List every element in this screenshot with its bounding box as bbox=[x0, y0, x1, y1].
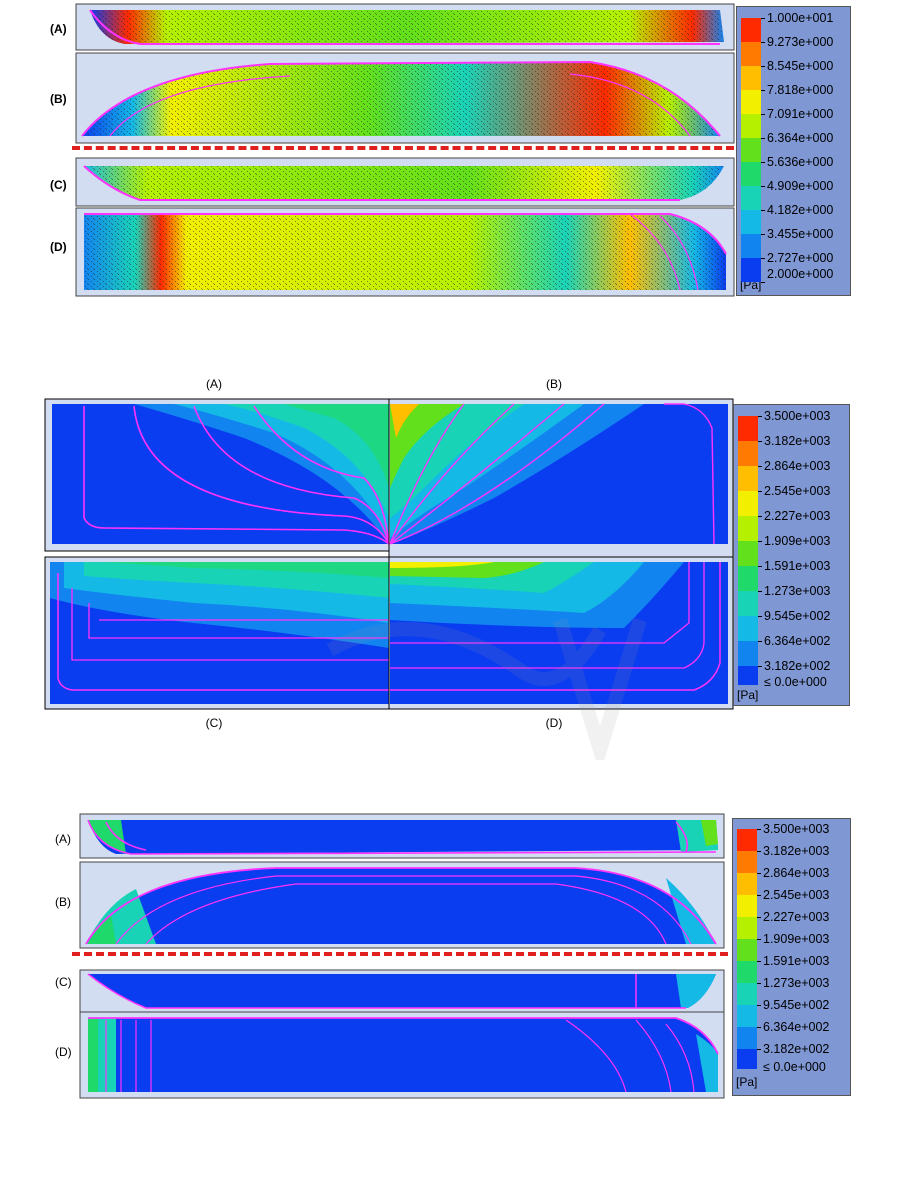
colorbar-swatch bbox=[738, 591, 758, 616]
fig3-label-c: (C) bbox=[55, 975, 72, 989]
fig1-colorbar-tick: 4.909e+000 bbox=[767, 179, 834, 193]
fig2-colorbar-tick: ≤ 0.0e+000 bbox=[764, 675, 827, 689]
fig1-label-c: (C) bbox=[50, 178, 67, 192]
fig2-colorbar-tick: 1.909e+003 bbox=[764, 534, 831, 548]
fig1-colorbar: 1.000e+001 9.273e+000 8.545e+000 7.818e+… bbox=[736, 6, 851, 296]
fig3-label-d: (D) bbox=[55, 1045, 72, 1059]
fig1-label-d: (D) bbox=[50, 240, 67, 254]
fig2-colorbar-tick: 2.545e+003 bbox=[764, 484, 831, 498]
fig3-contour-panels bbox=[79, 813, 725, 1099]
fig2-colorbar-tick: 1.273e+003 bbox=[764, 584, 831, 598]
fig3-colorbar-tick: 1.273e+003 bbox=[763, 976, 830, 990]
fig3-label-a: (A) bbox=[55, 832, 71, 846]
fig2-colorbar-tick: 3.182e+003 bbox=[764, 434, 831, 448]
fig1-colorbar-tick: 3.455e+000 bbox=[767, 227, 834, 241]
colorbar-swatch bbox=[737, 851, 757, 873]
fig3-colorbar-tick: 6.364e+002 bbox=[763, 1020, 830, 1034]
fig1-contour-panels bbox=[75, 3, 735, 297]
fig1-label-a: (A) bbox=[50, 22, 67, 36]
fig2-colorbar-tick: 9.545e+002 bbox=[764, 609, 831, 623]
fig2-colorbar-tick: 6.364e+002 bbox=[764, 634, 831, 648]
colorbar-swatch bbox=[741, 42, 761, 66]
colorbar-swatch bbox=[737, 939, 757, 961]
fig2-caption-a: (A) bbox=[206, 377, 222, 391]
colorbar-swatch bbox=[738, 566, 758, 591]
colorbar-swatch bbox=[738, 641, 758, 666]
colorbar-swatch bbox=[737, 873, 757, 895]
colorbar-swatch bbox=[737, 895, 757, 917]
fig1-colorbar-tick: 1.000e+001 bbox=[767, 11, 834, 25]
colorbar-swatch bbox=[741, 234, 761, 258]
colorbar-swatch bbox=[737, 917, 757, 939]
colorbar-swatch bbox=[737, 1005, 757, 1027]
fig1-colorbar-tick: 4.182e+000 bbox=[767, 203, 834, 217]
fig3-colorbar-tick: 2.227e+003 bbox=[763, 910, 830, 924]
fig2-colorbar-tick: 3.500e+003 bbox=[764, 409, 831, 423]
fig3-colorbar-tick: 1.909e+003 bbox=[763, 932, 830, 946]
fig3-label-b: (B) bbox=[55, 895, 71, 909]
fig1-colorbar-tick: 7.818e+000 bbox=[767, 83, 834, 97]
fig2-colorbar-tick: 3.182e+002 bbox=[764, 659, 831, 673]
fig1-divider bbox=[72, 146, 734, 150]
fig1-colorbar-tick: 6.364e+000 bbox=[767, 131, 834, 145]
fig3-colorbar-tick: 3.182e+003 bbox=[763, 844, 830, 858]
colorbar-swatch bbox=[737, 983, 757, 1005]
colorbar-swatch bbox=[738, 516, 758, 541]
fig3-colorbar-unit: [Pa] bbox=[736, 1075, 758, 1089]
fig1-colorbar-tick: 2.000e+000 bbox=[767, 267, 834, 281]
fig3-colorbar: 3.500e+003 3.182e+003 2.864e+003 2.545e+… bbox=[732, 818, 851, 1096]
colorbar-swatch bbox=[738, 491, 758, 516]
fig1-colorbar-tick: 2.727e+000 bbox=[767, 251, 834, 265]
colorbar-swatch bbox=[741, 114, 761, 138]
fig1-label-b: (B) bbox=[50, 92, 67, 106]
fig2-colorbar: 3.500e+003 3.182e+003 2.864e+003 2.545e+… bbox=[733, 404, 850, 706]
fig2-caption-d: (D) bbox=[545, 716, 563, 730]
colorbar-swatch bbox=[737, 1049, 757, 1069]
colorbar-swatch bbox=[741, 162, 761, 186]
fig2-caption-c: (C) bbox=[205, 716, 223, 730]
fig1-colorbar-tick: 5.636e+000 bbox=[767, 155, 834, 169]
fig2-caption-b: (B) bbox=[546, 377, 562, 391]
colorbar-swatch bbox=[738, 441, 758, 466]
fig2-colorbar-tick: 1.591e+003 bbox=[764, 559, 831, 573]
colorbar-swatch bbox=[741, 18, 761, 42]
colorbar-swatch bbox=[741, 258, 761, 282]
colorbar-swatch bbox=[738, 541, 758, 566]
fig3-colorbar-tick: 1.591e+003 bbox=[763, 954, 830, 968]
colorbar-swatch bbox=[737, 829, 757, 851]
fig3-colorbar-tick: 3.182e+002 bbox=[763, 1042, 830, 1056]
fig3-divider bbox=[72, 952, 728, 956]
fig3-colorbar-tick: 9.545e+002 bbox=[763, 998, 830, 1012]
fig1-colorbar-tick: 8.545e+000 bbox=[767, 59, 834, 73]
fig3-colorbar-tick: 2.864e+003 bbox=[763, 866, 830, 880]
colorbar-swatch bbox=[738, 416, 758, 441]
fig1-colorbar-tick: 7.091e+000 bbox=[767, 107, 834, 121]
colorbar-swatch bbox=[741, 66, 761, 90]
colorbar-swatch bbox=[738, 616, 758, 641]
fig2-colorbar-tick: 2.227e+003 bbox=[764, 509, 831, 523]
fig3-colorbar-tick: 3.500e+003 bbox=[763, 822, 830, 836]
fig2-contour-panels bbox=[44, 398, 734, 710]
colorbar-swatch bbox=[738, 466, 758, 491]
colorbar-swatch bbox=[741, 186, 761, 210]
colorbar-swatch bbox=[737, 961, 757, 983]
colorbar-swatch bbox=[738, 666, 758, 685]
colorbar-swatch bbox=[741, 138, 761, 162]
fig2-colorbar-tick: 2.864e+003 bbox=[764, 459, 831, 473]
colorbar-swatch bbox=[741, 210, 761, 234]
colorbar-swatch bbox=[741, 90, 761, 114]
fig3-colorbar-tick: 2.545e+003 bbox=[763, 888, 830, 902]
fig2-colorbar-unit: [Pa] bbox=[737, 688, 759, 702]
fig1-colorbar-tick: 9.273e+000 bbox=[767, 35, 834, 49]
colorbar-swatch bbox=[737, 1027, 757, 1049]
fig3-colorbar-tick: ≤ 0.0e+000 bbox=[763, 1060, 826, 1074]
